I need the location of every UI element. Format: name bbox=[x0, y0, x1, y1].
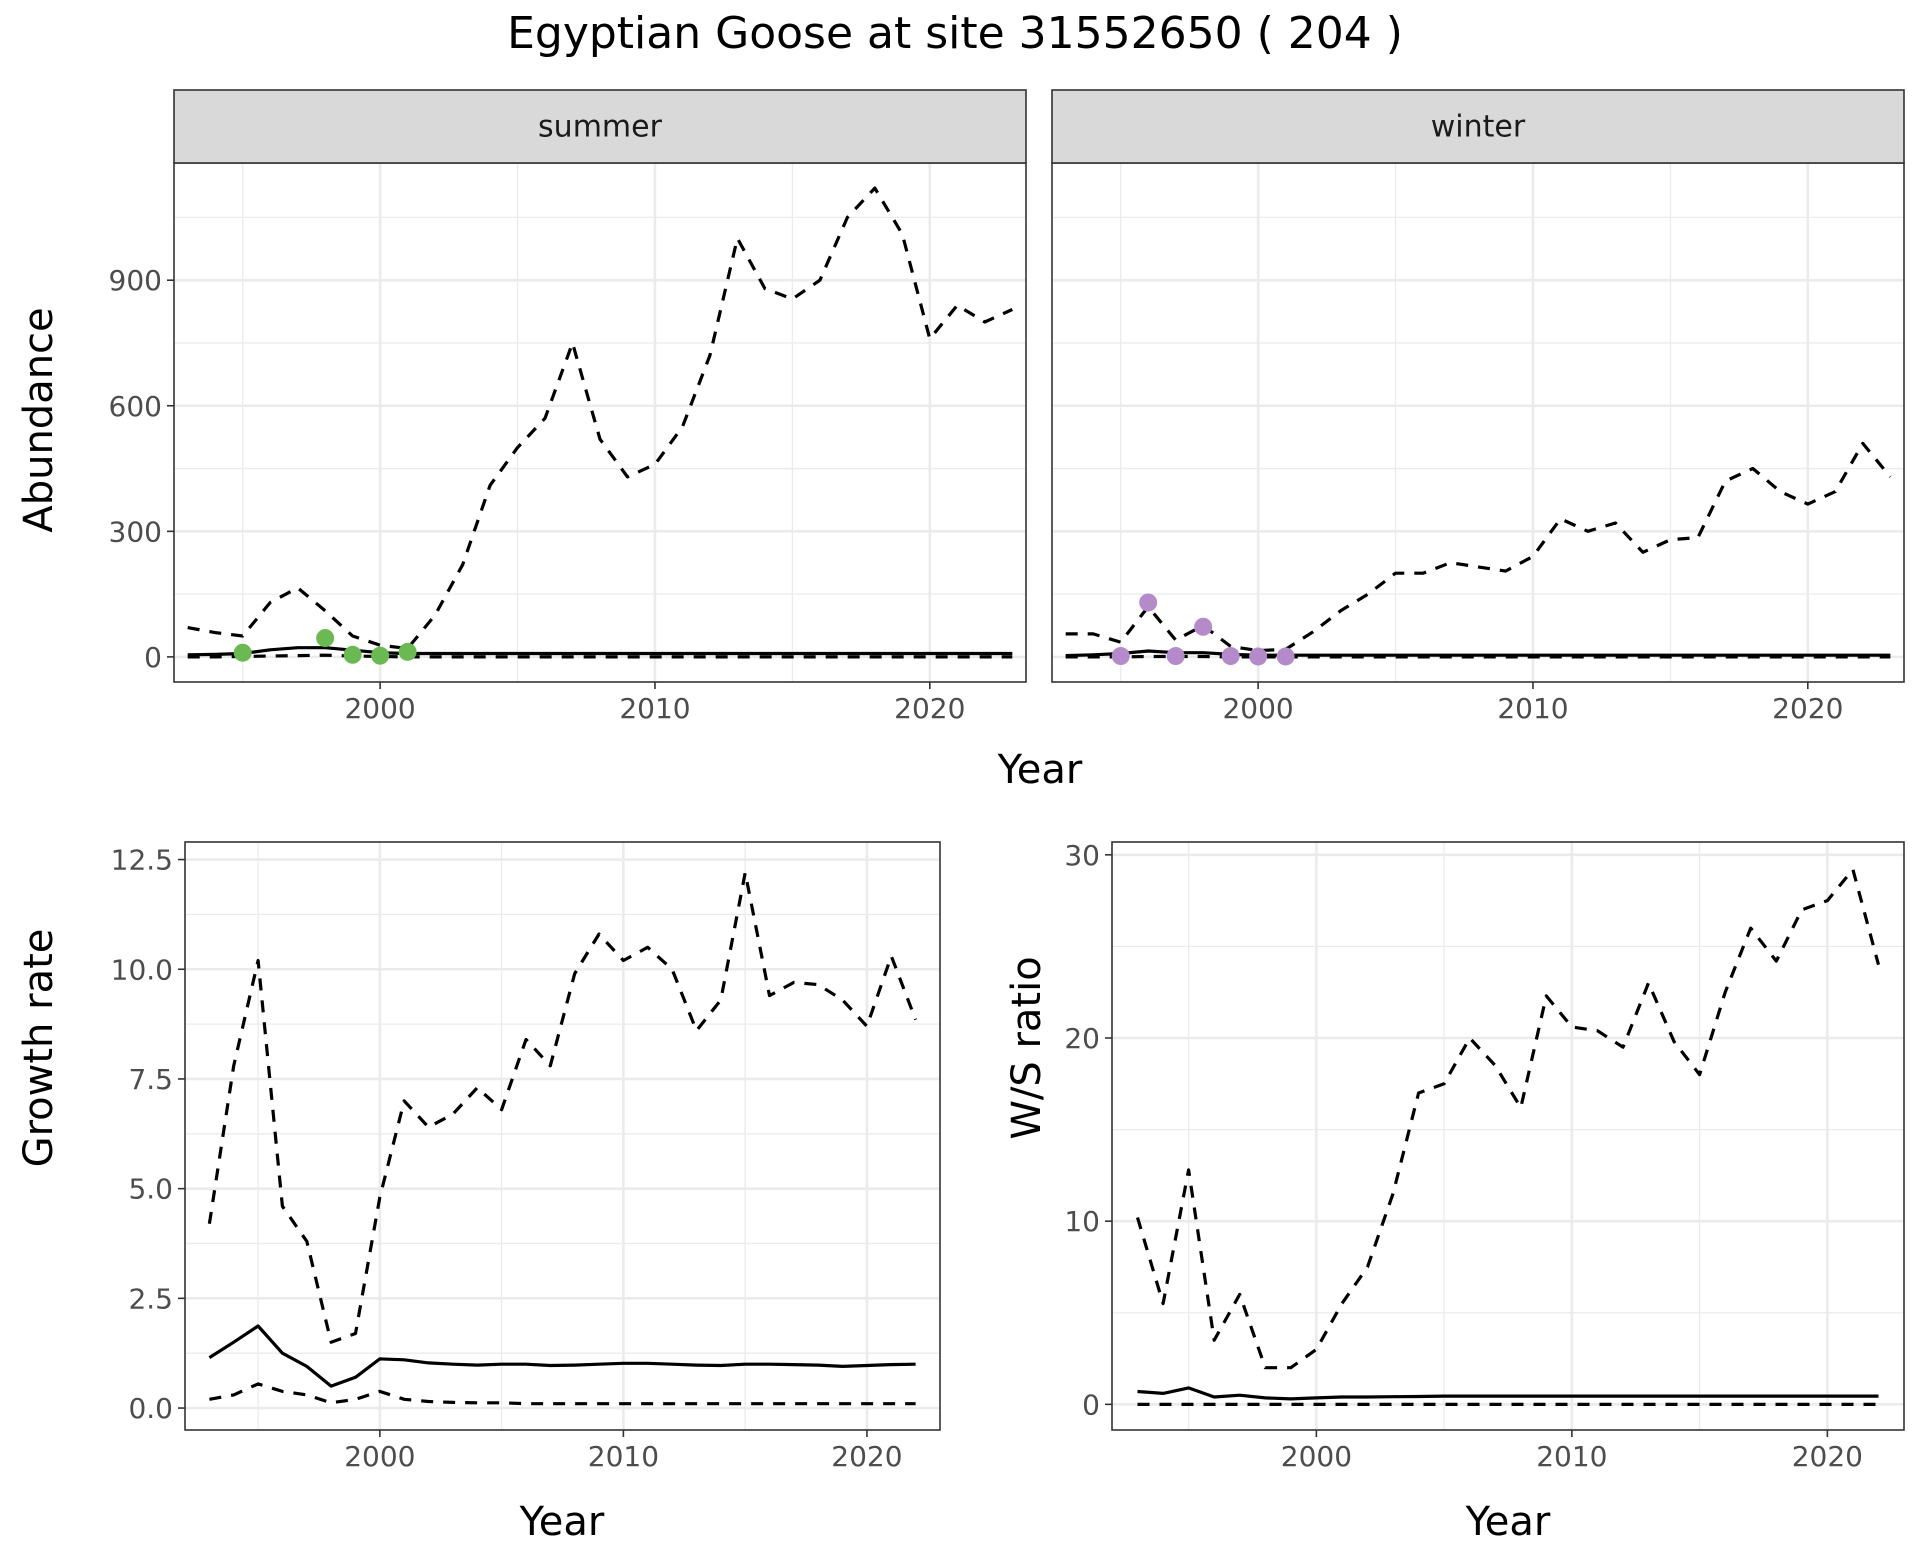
x-tick-label: 2010 bbox=[619, 692, 690, 725]
facet-strip bbox=[1051, 89, 1905, 164]
x-tick-label: 2020 bbox=[894, 692, 965, 725]
panel-winter-abundance: winter 2000 2010 2020 bbox=[1051, 89, 1905, 725]
y-tick-label: 10.0 bbox=[111, 953, 173, 986]
panel-border bbox=[173, 162, 1027, 683]
x-tick-label: 2000 bbox=[1281, 1440, 1352, 1473]
facet-strip-label: summer bbox=[538, 110, 663, 145]
x-tick-label: 2020 bbox=[831, 1440, 902, 1473]
ratio-x-axis-title: Year bbox=[1465, 1499, 1551, 1545]
observed-point bbox=[1276, 647, 1295, 666]
observed-point bbox=[1194, 617, 1213, 636]
y-tick-label: 300 bbox=[109, 515, 162, 548]
top-x-axis-title: Year bbox=[997, 747, 1083, 793]
observed-point bbox=[1111, 647, 1130, 666]
observed-point bbox=[398, 642, 417, 661]
x-tick-label: 2010 bbox=[1497, 692, 1568, 725]
y-tick-label: 0 bbox=[144, 641, 162, 674]
series-line-upper bbox=[207, 871, 918, 1344]
x-tick-label: 2000 bbox=[1222, 692, 1293, 725]
observed-point bbox=[1249, 647, 1268, 666]
panel-border bbox=[1111, 841, 1905, 1431]
y-tick-label: 30 bbox=[1064, 839, 1100, 872]
series-line-upper bbox=[187, 186, 1013, 651]
y-tick-label: 7.5 bbox=[128, 1063, 173, 1096]
growth-x-axis-title: Year bbox=[519, 1499, 605, 1545]
observed-point bbox=[343, 645, 362, 664]
observed-point bbox=[1139, 593, 1158, 612]
facet-strip-label: winter bbox=[1431, 110, 1526, 145]
series-line-mean bbox=[1065, 649, 1891, 658]
chart-title: Egyptian Goose at site 31552650 ( 204 ) bbox=[507, 8, 1403, 59]
y-tick-label: 2.5 bbox=[128, 1282, 173, 1315]
y-tick-label: 900 bbox=[109, 264, 162, 297]
observed-point bbox=[1221, 647, 1240, 666]
x-tick-label: 2020 bbox=[1772, 692, 1843, 725]
panel-growth-rate: 2000 2010 2020 0.0 2.5 5.0 7.5 10.0 12.5 bbox=[111, 841, 941, 1473]
series-line-upper bbox=[1135, 867, 1881, 1370]
x-tick-label: 2000 bbox=[344, 692, 415, 725]
panel-border bbox=[184, 841, 941, 1431]
x-tick-label: 2010 bbox=[588, 1440, 659, 1473]
top-y-axis-title: Abundance bbox=[16, 307, 62, 532]
observed-point bbox=[233, 643, 252, 662]
y-tick-label: 0.0 bbox=[128, 1392, 173, 1425]
series-line-lower bbox=[187, 653, 1013, 659]
growth-y-axis-title: Growth rate bbox=[16, 929, 62, 1168]
series-line-lower bbox=[209, 1382, 916, 1406]
x-tick-label: 2000 bbox=[344, 1440, 415, 1473]
observed-point bbox=[371, 646, 390, 665]
facet-strip bbox=[173, 89, 1027, 164]
observed-point bbox=[1166, 647, 1185, 666]
y-tick-label: 10 bbox=[1064, 1205, 1100, 1238]
panel-ws-ratio: 2000 2010 2020 0 10 20 30 bbox=[1064, 839, 1905, 1473]
series-line-upper bbox=[1065, 441, 1892, 653]
series-line-mean bbox=[208, 1324, 916, 1388]
y-tick-label: 20 bbox=[1064, 1022, 1100, 1055]
series-line-mean bbox=[1137, 1386, 1879, 1401]
y-tick-label: 0 bbox=[1082, 1388, 1100, 1421]
y-tick-label: 12.5 bbox=[111, 844, 173, 877]
x-tick-label: 2010 bbox=[1536, 1440, 1607, 1473]
ratio-y-axis-title: W/S ratio bbox=[1004, 956, 1050, 1139]
panel-border bbox=[1051, 162, 1905, 683]
y-tick-label: 600 bbox=[109, 390, 162, 423]
y-tick-label: 5.0 bbox=[128, 1173, 173, 1206]
series-line-mean bbox=[187, 646, 1013, 657]
x-tick-label: 2020 bbox=[1792, 1440, 1863, 1473]
observed-point bbox=[316, 629, 335, 648]
panel-summer-abundance: summer 2000 2010 2020 0 300 600 900 bbox=[109, 89, 1027, 725]
